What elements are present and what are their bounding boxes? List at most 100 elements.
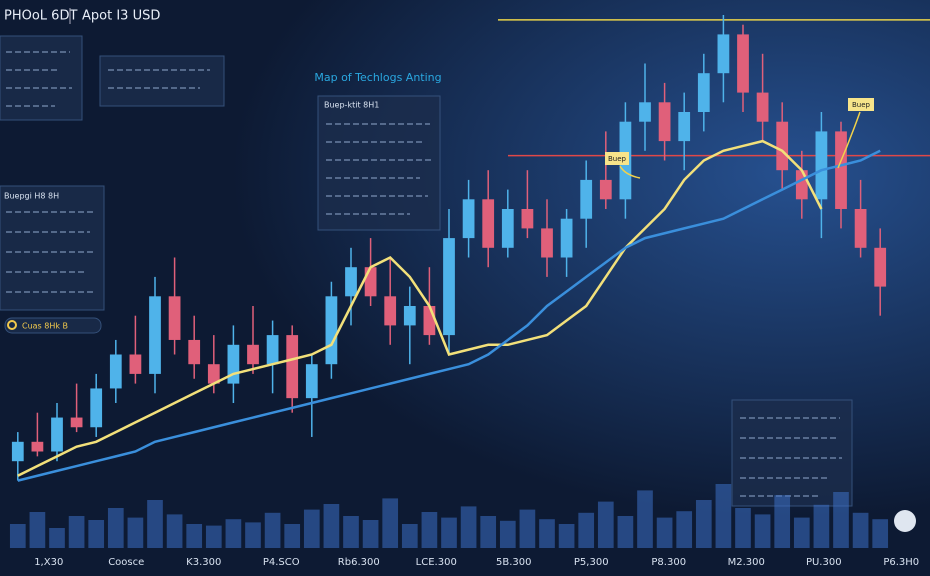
candle-body	[11, 441, 24, 462]
volume-bar	[597, 501, 614, 548]
volume-bar	[225, 519, 242, 548]
candle-body	[129, 354, 142, 374]
volume-bar	[813, 504, 830, 548]
candle-body	[874, 247, 887, 287]
candle-body	[580, 179, 593, 219]
x-tick-label: Coosce	[108, 557, 144, 568]
candle-body	[776, 121, 789, 171]
volume-bar	[264, 512, 281, 548]
candle-body	[423, 306, 436, 336]
volume-bar	[539, 519, 555, 548]
candle-body	[345, 267, 357, 297]
volume-bar	[695, 500, 712, 548]
moving-average-line	[17, 139, 823, 477]
volume-bar	[519, 509, 536, 548]
volume-bar	[303, 509, 320, 548]
candle-body	[815, 131, 828, 200]
volume-bar	[754, 514, 771, 548]
volume-bar	[578, 512, 595, 548]
volume-bar	[382, 498, 399, 548]
candle-body	[756, 92, 769, 122]
candle-body	[639, 102, 651, 122]
annotation-label: Buep	[852, 101, 871, 109]
moving-average-line	[17, 149, 881, 482]
volume-bar	[88, 520, 105, 548]
chart-title: PHOoL 6DT	[4, 9, 77, 24]
volume-bar	[284, 524, 301, 548]
volume-bar	[793, 517, 810, 548]
volume-bar	[29, 512, 46, 548]
x-tick-label: P6.3H0	[883, 557, 919, 568]
candle-body	[168, 296, 181, 340]
volume-bar	[735, 508, 751, 548]
panel-title: Buepgi H8 8H	[4, 192, 59, 201]
button[interactable]	[894, 510, 916, 532]
volume-bar	[421, 512, 438, 548]
volume-bar	[558, 524, 575, 548]
candle-body	[51, 417, 63, 452]
pill-label: Cuas 8Hk B	[22, 322, 68, 331]
volume-bar	[852, 512, 869, 548]
volume-bar	[107, 508, 124, 548]
candle-body	[462, 199, 475, 239]
candle-body	[90, 388, 103, 428]
volume-bar	[68, 516, 85, 548]
x-tick-label: P5,300	[574, 557, 609, 568]
candle-body	[678, 112, 691, 142]
candle-body	[227, 344, 240, 384]
candle-body	[305, 364, 318, 399]
candle-body	[247, 344, 259, 365]
x-tick-label: LCE.300	[416, 557, 457, 568]
volume-bar	[401, 524, 418, 548]
candle-body	[482, 199, 495, 248]
volume-bar	[9, 524, 26, 548]
x-tick-label: P4.SCO	[263, 557, 300, 568]
x-tick-label: M2.300	[728, 557, 765, 568]
x-tick-label: 5B.300	[496, 557, 532, 568]
candle-body	[364, 267, 377, 297]
candle-body	[717, 34, 730, 74]
volume-bar	[147, 500, 163, 548]
volume-bar	[441, 517, 457, 548]
candle-body	[835, 131, 847, 209]
volume-bar	[205, 525, 222, 548]
candle-body	[149, 296, 161, 374]
candle-body	[403, 306, 416, 326]
panel-title: Buep-ktit 8H1	[324, 101, 379, 110]
candle-body	[207, 364, 220, 384]
candle-body	[31, 441, 44, 452]
candle-body	[599, 179, 612, 200]
volume-bar	[774, 495, 791, 548]
x-tick-label: P8.300	[651, 557, 686, 568]
volume-bar	[833, 492, 849, 548]
annotation: Buep Buep	[605, 98, 874, 179]
volume-bar	[715, 484, 732, 548]
volume-bar	[343, 516, 359, 548]
candle-body	[541, 228, 553, 258]
pill-icon	[7, 320, 17, 330]
volume-bar	[480, 516, 497, 548]
candle-body	[501, 209, 514, 248]
volume-bar	[637, 490, 653, 548]
candle-body	[737, 34, 749, 93]
candle-body	[443, 238, 455, 336]
candle-body	[697, 73, 710, 112]
candle-body	[70, 417, 83, 428]
chart-subtitle: Apot I3 USD	[82, 9, 160, 24]
candle-body	[521, 209, 534, 229]
x-tick-label: 1,X30	[34, 557, 63, 568]
candle-body	[286, 335, 299, 399]
volume-bar	[49, 528, 65, 548]
volume-bar	[676, 511, 693, 548]
candle-body	[658, 102, 671, 142]
volume-bar	[245, 522, 261, 548]
volume-bar	[166, 514, 183, 548]
x-tick-label: PU.300	[806, 557, 842, 568]
volume-bar	[362, 520, 379, 548]
volume-bar	[617, 516, 634, 548]
candle-body	[266, 335, 279, 365]
volume-bar	[323, 504, 340, 548]
x-tick-label: K3.300	[186, 557, 221, 568]
x-tick-label: Rb6.300	[338, 557, 380, 568]
candle-body	[384, 296, 397, 326]
